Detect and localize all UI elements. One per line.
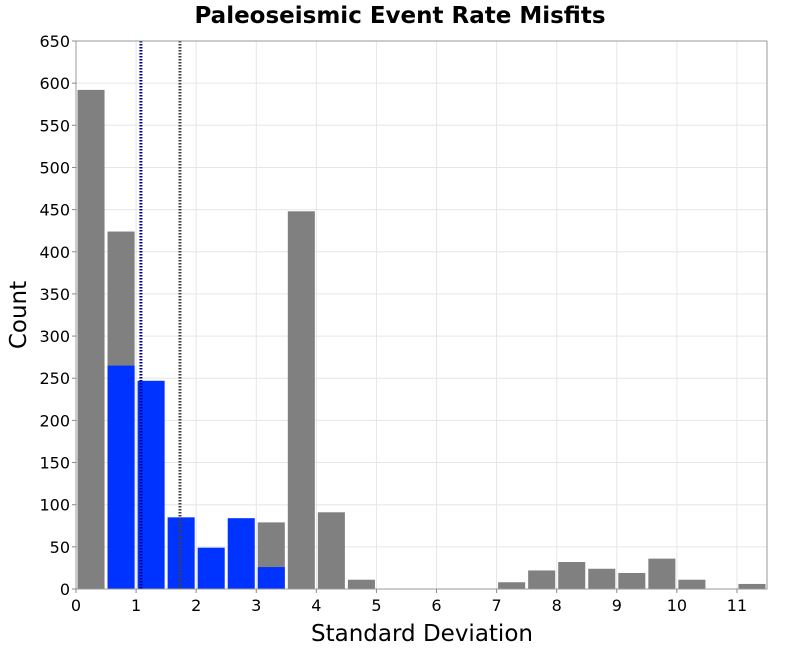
- x-tick-label: 9: [612, 596, 622, 615]
- y-tick-label: 650: [39, 32, 70, 51]
- gray-histogram-bar: [558, 562, 586, 589]
- x-tick-label: 6: [431, 596, 441, 615]
- gray-histogram-bar: [498, 582, 526, 589]
- y-tick-label: 0: [60, 580, 70, 599]
- x-axis-title: Standard Deviation: [311, 621, 533, 647]
- gray-histogram-bar: [618, 572, 646, 589]
- blue-histogram-bar: [167, 517, 195, 589]
- y-tick-label: 150: [39, 454, 70, 473]
- x-tick-label: 3: [251, 596, 261, 615]
- x-tick-label: 1: [131, 596, 141, 615]
- x-tick-label: 4: [311, 596, 321, 615]
- x-tick-label: 7: [492, 596, 502, 615]
- chart-title: Paleoseismic Event Rate Misfits: [194, 3, 605, 29]
- x-tick-label: 8: [552, 596, 562, 615]
- x-tick-label: 0: [71, 596, 81, 615]
- y-tick-label: 200: [39, 411, 70, 430]
- gray-histogram-bar: [588, 568, 616, 589]
- y-axis-title: Count: [6, 281, 32, 349]
- x-tick-label: 10: [667, 596, 687, 615]
- y-tick-label: 550: [39, 116, 70, 135]
- gray-histogram-bar: [648, 558, 676, 589]
- x-tick-label: 11: [727, 596, 747, 615]
- y-tick-label: 300: [39, 327, 70, 346]
- y-tick-label: 250: [39, 369, 70, 388]
- reference-lines: [139, 41, 182, 589]
- bars: [77, 89, 766, 589]
- gray-histogram-bar: [347, 579, 375, 589]
- gray-histogram-bar: [77, 89, 105, 589]
- y-tick-label: 50: [50, 538, 70, 557]
- gray-histogram-bar: [528, 570, 556, 589]
- y-tick-label: 400: [39, 243, 70, 262]
- y-tick-label: 350: [39, 285, 70, 304]
- blue-histogram-bar: [197, 547, 225, 589]
- blue-histogram-bar: [257, 567, 285, 589]
- gray-histogram-bar: [317, 512, 345, 589]
- gray-histogram-bar: [738, 583, 766, 589]
- y-tick-label: 450: [39, 201, 70, 220]
- y-tick-label: 100: [39, 496, 70, 515]
- plot-area-border: [75, 40, 768, 590]
- x-tick-label: 5: [371, 596, 381, 615]
- y-tick-label: 600: [39, 74, 70, 93]
- y-axis-ticks: 0 50 100 150 200 250 300 350 400 450 500 550 600 650: [39, 32, 76, 599]
- blue-histogram-bar: [227, 518, 255, 589]
- x-tick-label: 2: [191, 596, 201, 615]
- gray-histogram-bar: [678, 579, 706, 589]
- gray-histogram-bar: [287, 211, 315, 589]
- y-tick-label: 500: [39, 158, 70, 177]
- blue-histogram-bar: [107, 365, 135, 589]
- x-axis-ticks: 0 1 2 3 4 5 6 7 8 9 10 11: [71, 589, 747, 615]
